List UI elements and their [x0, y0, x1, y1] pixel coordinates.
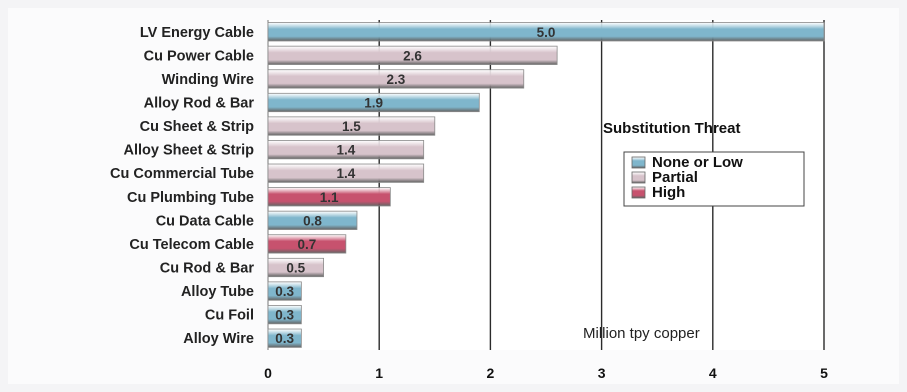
- bar: [267, 187, 391, 207]
- category-label: Cu Sheet & Strip: [140, 119, 255, 135]
- bar-value-label: 1.4: [336, 143, 355, 158]
- category-label: Cu Foil: [205, 308, 254, 324]
- category-label: Alloy Sheet & Strip: [123, 143, 254, 159]
- bar: [267, 163, 425, 183]
- category-label: Alloy Tube: [181, 284, 254, 300]
- bar-value-label: 0.5: [286, 261, 305, 276]
- bar: [267, 22, 825, 42]
- category-label: Cu Power Cable: [144, 48, 254, 64]
- bar-value-label: 1.4: [336, 166, 355, 181]
- legend-title: Substitution Threat: [603, 120, 741, 137]
- x-tick-label: 3: [598, 365, 606, 381]
- x-tick-label: 0: [264, 365, 272, 381]
- bar-value-label: 2.6: [403, 48, 422, 63]
- bar: [267, 210, 358, 230]
- x-tick-labels: 0 1 2 3 4 5: [264, 365, 828, 381]
- category-label: Winding Wire: [162, 72, 254, 88]
- legend-entry: Partial: [652, 169, 698, 186]
- category-label: Cu Plumbing Tube: [127, 190, 254, 206]
- category-label: Cu Commercial Tube: [110, 166, 254, 182]
- bar-value-label: 0.8: [303, 213, 322, 228]
- legend-box: [623, 151, 805, 207]
- bar-value-label: 1.1: [320, 190, 339, 205]
- bar: [267, 116, 436, 136]
- bar: [267, 69, 525, 89]
- legend-swatch: [631, 186, 646, 199]
- category-labels: LV Energy Cable Cu Power Cable Winding Wir…: [110, 25, 254, 347]
- legend-swatch: [631, 156, 646, 169]
- x-tick-label: 1: [375, 365, 383, 381]
- bar-value-label: 5.0: [537, 25, 556, 40]
- legend-swatch: [631, 171, 646, 184]
- category-label: Cu Rod & Bar: [160, 261, 255, 277]
- bar: [267, 305, 302, 325]
- x-tick-label: 5: [820, 365, 828, 381]
- category-label: Cu Telecom Cable: [129, 237, 254, 253]
- category-label: Alloy Rod & Bar: [144, 96, 255, 112]
- bar-value-label: 0.3: [275, 331, 294, 346]
- x-tick-label: 2: [487, 365, 495, 381]
- bar-value-label: 1.9: [364, 96, 383, 111]
- bar-value-label: 0.7: [298, 237, 317, 252]
- bar-value-label: 0.3: [275, 284, 294, 299]
- x-tick-label: 4: [709, 365, 717, 381]
- legend-entry: High: [652, 184, 685, 201]
- units-annotation: Million tpy copper: [583, 325, 700, 342]
- bar: [267, 257, 324, 278]
- bar: [267, 234, 347, 254]
- bar: [267, 328, 302, 348]
- bars: 5.0 2.6 2.31.91.5 1.4 1.4 1.1 0.8 0.7 0.5 0.3 0.3 0…: [267, 22, 825, 348]
- bar-value-label: 1.5: [342, 119, 361, 134]
- bar: [267, 45, 558, 65]
- bar: [267, 92, 480, 113]
- bar-value-label: 0.3: [275, 308, 294, 323]
- bar-value-label: 2.3: [386, 72, 405, 87]
- legend-entry: None or Low: [652, 154, 743, 171]
- category-label: LV Energy Cable: [140, 25, 254, 41]
- bar: [267, 281, 302, 301]
- category-label: Cu Data Cable: [156, 213, 254, 229]
- bar: [267, 140, 425, 160]
- category-label: Alloy Wire: [183, 331, 254, 347]
